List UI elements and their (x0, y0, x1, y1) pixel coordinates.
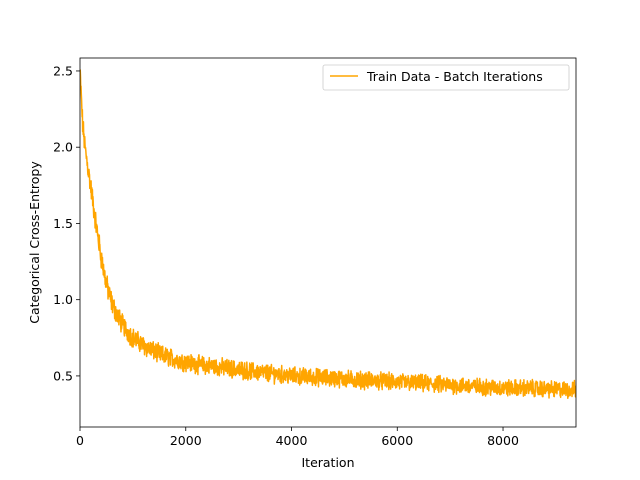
y-axis-label: Categorical Cross-Entropy (27, 161, 42, 324)
legend-label: Train Data - Batch Iterations (366, 69, 543, 84)
x-tick-label: 2000 (170, 433, 202, 448)
legend: Train Data - Batch Iterations (322, 64, 570, 91)
y-tick-label: 2.0 (53, 140, 73, 155)
x-tick-label: 0 (76, 433, 84, 448)
x-tick-label: 8000 (487, 433, 519, 448)
y-tick-label: 1.0 (53, 292, 73, 307)
plot-frame (79, 57, 577, 428)
series-layer (80, 69, 576, 400)
x-tick-label: 4000 (276, 433, 308, 448)
y-tick-label: 1.5 (53, 216, 73, 231)
series-line-train-data (80, 69, 576, 400)
x-axis: 0 2000 4000 6000 8000 (76, 427, 519, 448)
x-axis-label: Iteration (301, 455, 354, 470)
legend-box (322, 64, 570, 91)
plot-area (80, 58, 576, 427)
y-axis: 0.5 1.0 1.5 2.0 2.5 (53, 63, 80, 383)
y-tick-label: 0.5 (53, 368, 73, 383)
y-tick-label: 2.5 (53, 63, 73, 78)
x-tick-label: 6000 (381, 433, 413, 448)
